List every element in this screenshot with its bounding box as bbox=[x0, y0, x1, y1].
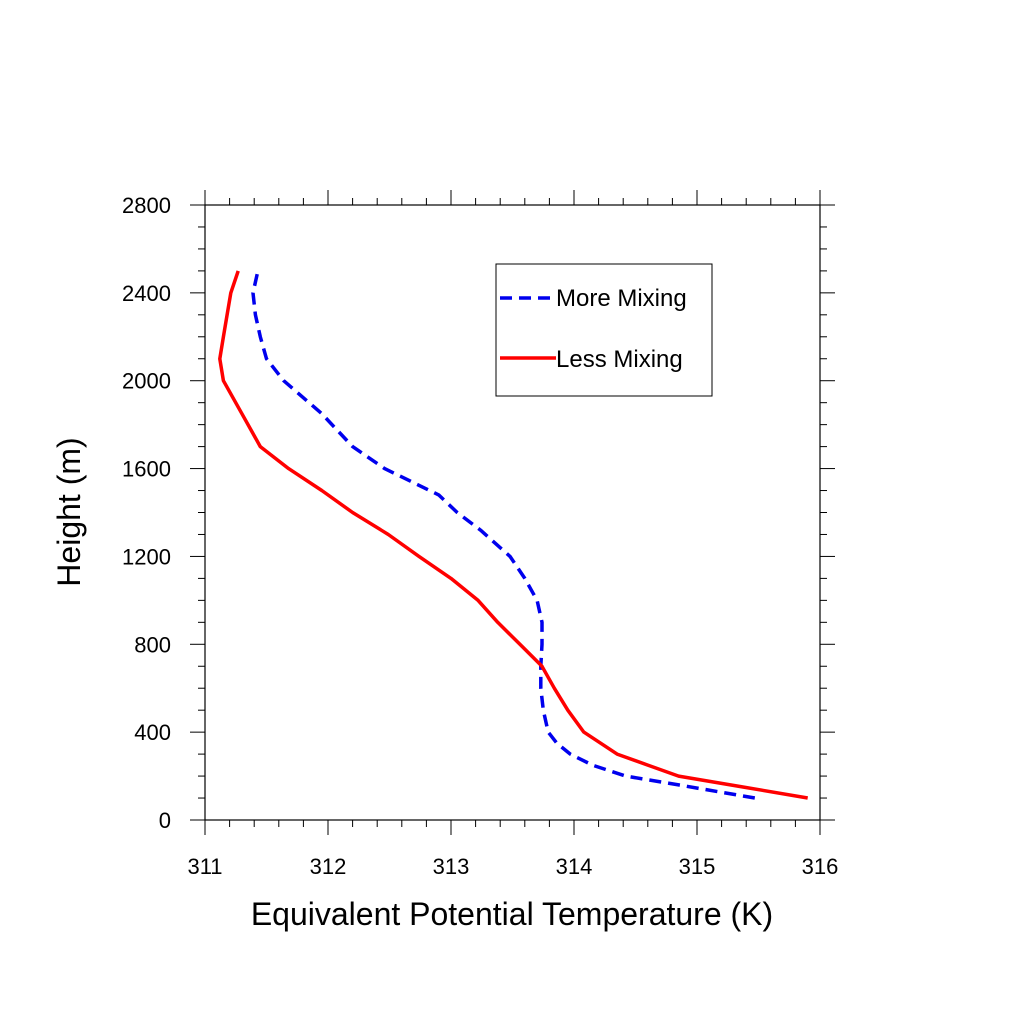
x-tick-label: 315 bbox=[679, 854, 716, 879]
y-tick-label: 2800 bbox=[122, 193, 171, 218]
x-axis-title: Equivalent Potential Temperature (K) bbox=[251, 896, 773, 932]
series-line-more-mixing bbox=[251, 270, 756, 800]
x-tick-label: 316 bbox=[802, 854, 839, 879]
legend-box bbox=[495, 263, 713, 397]
axis-ticks bbox=[190, 190, 835, 835]
legend: More Mixing Less Mixing bbox=[495, 263, 713, 397]
tick-labels: 311 312 313 314 315 316 0 400 800 1200 1600 2000 240… bbox=[122, 193, 838, 879]
y-tick-label: 800 bbox=[134, 632, 171, 657]
x-tick-label: 313 bbox=[433, 854, 470, 879]
x-tick-label: 311 bbox=[187, 854, 222, 879]
y-tick-label: 1200 bbox=[122, 544, 171, 569]
y-tick-label: 1600 bbox=[122, 457, 171, 482]
legend-label-more-mixing: More Mixing bbox=[556, 285, 687, 312]
plot-frame bbox=[204, 204, 821, 821]
y-axis-title: Height (m) bbox=[51, 437, 87, 586]
y-tick-label: 400 bbox=[134, 720, 171, 745]
x-tick-label: 312 bbox=[310, 854, 347, 879]
y-tick-label: 2000 bbox=[122, 369, 171, 394]
series-lines bbox=[218, 270, 808, 800]
x-tick-label: 314 bbox=[556, 854, 593, 879]
y-tick-label: 0 bbox=[159, 808, 171, 833]
series-line-less-mixing bbox=[218, 270, 808, 800]
y-tick-label: 2400 bbox=[122, 281, 171, 306]
legend-label-less-mixing: Less Mixing bbox=[556, 346, 683, 373]
